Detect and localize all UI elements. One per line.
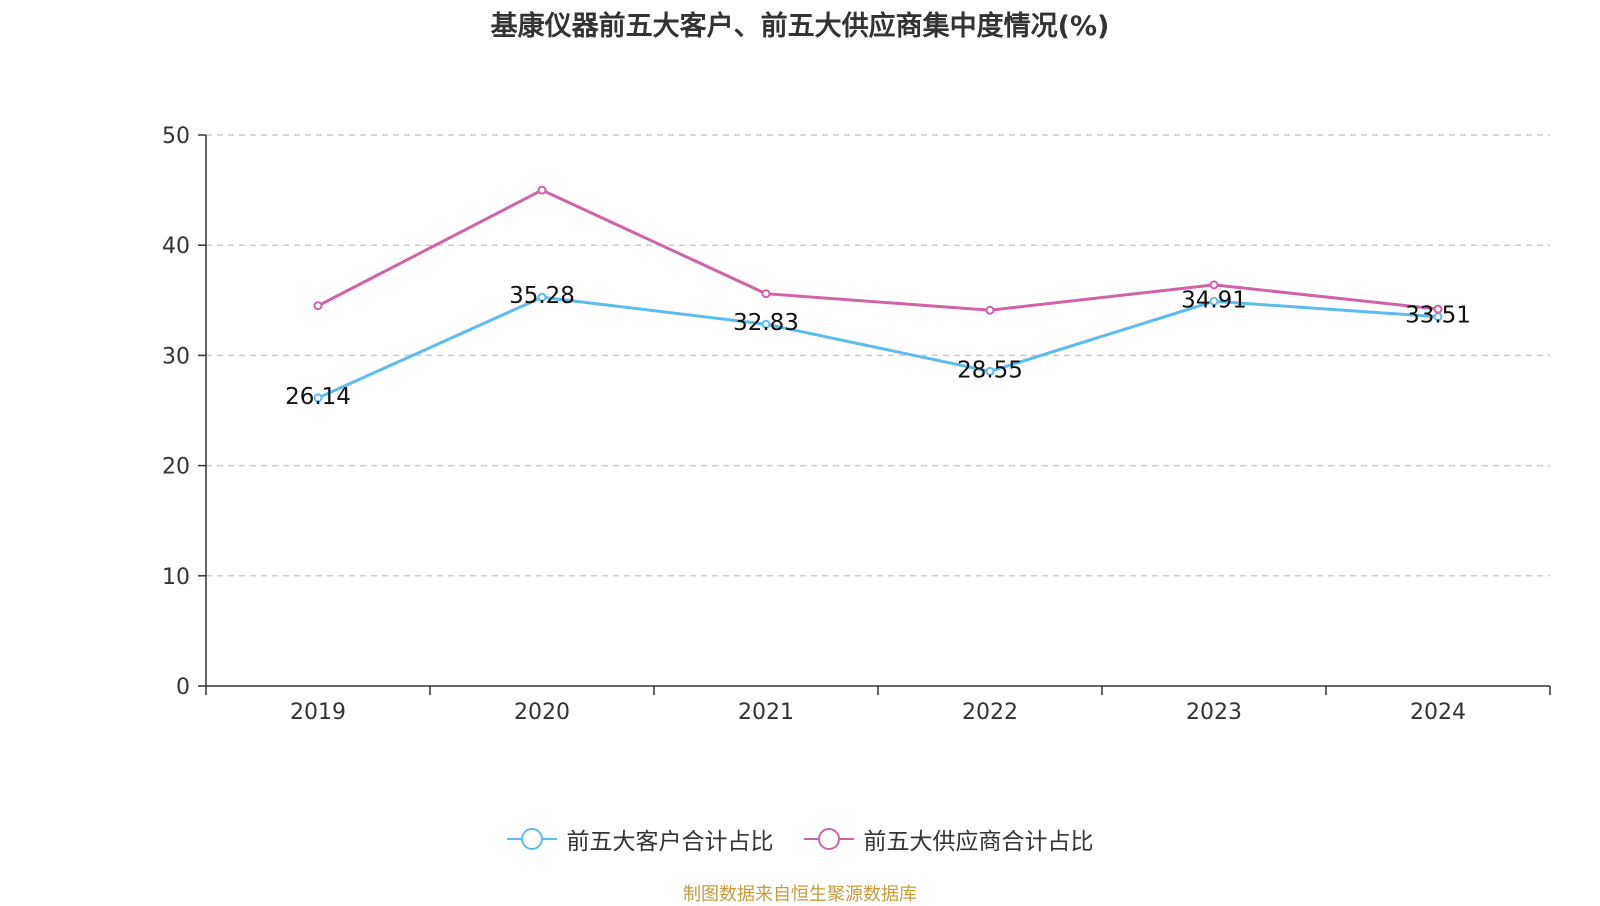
legend: 前五大客户合计占比 前五大供应商合计占比 (0, 822, 1600, 856)
data-point[interactable] (1209, 296, 1219, 306)
data-point[interactable] (537, 292, 547, 302)
data-point[interactable] (313, 301, 323, 311)
x-tick-label: 2021 (738, 700, 794, 725)
data-label: 34.91 (1181, 287, 1247, 313)
x-tick-label: 2023 (1186, 700, 1242, 725)
data-point[interactable] (1209, 280, 1219, 290)
x-tick-label: 2020 (514, 700, 570, 725)
y-tick-label: 0 (176, 675, 190, 700)
y-tick-label: 50 (162, 124, 190, 149)
data-point[interactable] (761, 289, 771, 299)
data-point[interactable] (985, 305, 995, 315)
series-line-1 (317, 188, 1439, 312)
legend-label-customers: 前五大客户合计占比 (566, 829, 774, 855)
line-chart: 0 10 20 30 40 50 2019 2020 2021 2022 2023 2024 26.… (162, 124, 1551, 725)
y-tick-label: 40 (162, 234, 190, 259)
chart-title: 基康仪器前五大客户、前五大供应商集中度情况(%) (490, 11, 1110, 42)
data-point[interactable] (761, 319, 771, 329)
data-point[interactable] (985, 366, 995, 376)
y-tick-label: 20 (162, 455, 190, 480)
grid-lines (206, 134, 1550, 577)
legend-marker-suppliers (803, 828, 854, 850)
x-tick-label: 2024 (1410, 700, 1466, 725)
data-label: 28.55 (957, 357, 1023, 383)
series-line-0 (317, 295, 1439, 400)
legend-item-customers[interactable]: 前五大客户合计占比 (506, 822, 774, 856)
data-labels: 26.14 35.28 32.83 28.55 34.91 33.51 (285, 283, 1471, 410)
data-point[interactable] (537, 185, 547, 195)
data-point[interactable] (313, 393, 323, 403)
y-tick-label: 30 (162, 344, 190, 369)
x-tick-label: 2022 (962, 700, 1018, 725)
y-tick-label: 10 (162, 565, 190, 590)
data-label: 33.51 (1405, 303, 1471, 329)
source-note: 制图数据来自恒生聚源数据库 (683, 884, 917, 905)
x-axis: 2019 2020 2021 2022 2023 2024 (205, 685, 1551, 725)
legend-label-suppliers: 前五大供应商合计占比 (863, 829, 1094, 855)
data-label: 32.83 (733, 310, 799, 336)
y-axis: 0 10 20 30 40 50 (162, 124, 207, 700)
data-label: 35.28 (509, 283, 575, 309)
series-group (313, 185, 1443, 403)
legend-marker-customers (506, 828, 557, 850)
legend-item-suppliers[interactable]: 前五大供应商合计占比 (803, 822, 1094, 856)
x-tick-label: 2019 (290, 700, 346, 725)
data-point[interactable] (1433, 304, 1443, 314)
data-label: 26.14 (285, 384, 351, 410)
